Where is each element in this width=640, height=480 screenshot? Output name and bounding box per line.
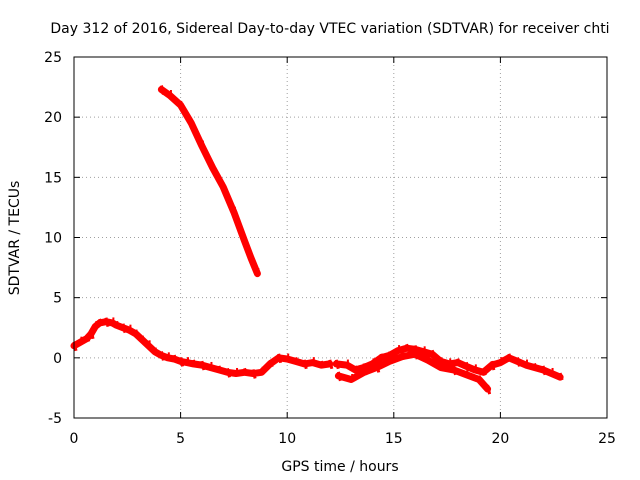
data-point	[294, 357, 300, 365]
data-point	[336, 371, 342, 382]
data-point	[191, 359, 197, 368]
data-point	[481, 367, 487, 376]
data-point	[439, 363, 445, 371]
data-point	[89, 329, 95, 340]
data-point	[98, 318, 104, 327]
series-line-evening	[332, 344, 564, 381]
data-point	[243, 236, 249, 245]
x-tick-label: 5	[176, 431, 185, 447]
data-point	[249, 253, 255, 264]
data-point	[452, 365, 457, 376]
data-point	[375, 363, 381, 373]
data-point	[362, 367, 368, 376]
data-point	[405, 343, 411, 352]
data-point	[121, 323, 127, 334]
chart-title: Day 312 of 2016, Sidereal Day-to-day VTE…	[50, 21, 609, 37]
data-point	[533, 363, 538, 371]
data-point	[558, 372, 564, 381]
x-tick-label: 25	[598, 431, 616, 447]
y-tick-labels: -5 0 5 10 15 20 25	[44, 50, 62, 427]
data-point	[115, 320, 121, 329]
data-point	[486, 384, 492, 395]
series-line-evening-lower-branch	[334, 350, 492, 393]
data-point	[172, 354, 178, 363]
data-point	[217, 365, 223, 374]
y-tick-label: 5	[53, 291, 62, 307]
x-tick-labels: 0 5 10 15 20 25	[70, 431, 616, 447]
y-tick-label: -5	[48, 411, 62, 427]
data-point	[140, 335, 146, 346]
data-point	[159, 85, 165, 95]
data-point	[477, 375, 483, 383]
y-tick-label: 0	[53, 351, 62, 367]
data-point	[153, 347, 159, 356]
data-point	[104, 317, 110, 328]
data-point	[85, 334, 91, 342]
data-point	[490, 360, 496, 371]
x-tick-label: 0	[70, 431, 79, 447]
data-point	[251, 369, 257, 379]
data-point	[159, 351, 165, 361]
data-point	[277, 353, 283, 364]
series-group	[70, 85, 564, 395]
data-point	[507, 353, 513, 362]
data-point	[226, 367, 231, 378]
data-point	[541, 365, 547, 376]
data-point	[200, 360, 206, 371]
x-axis-label: GPS time / hours	[281, 459, 398, 475]
x-tick-label: 15	[385, 431, 403, 447]
data-point	[400, 352, 406, 361]
data-point	[430, 349, 436, 358]
data-point	[302, 359, 308, 370]
data-point	[334, 359, 340, 370]
data-point	[413, 349, 419, 360]
y-tick-label: 10	[44, 231, 62, 247]
y-tick-label: 15	[44, 170, 62, 186]
tick-marks	[73, 56, 608, 419]
data-point	[221, 182, 227, 193]
data-point	[268, 359, 274, 368]
data-point	[515, 357, 521, 367]
data-point	[189, 118, 195, 129]
data-point	[456, 358, 462, 367]
data-point	[134, 329, 140, 338]
data-point	[353, 365, 359, 374]
data-point	[211, 163, 217, 172]
data-point	[179, 100, 185, 109]
data-point	[379, 353, 385, 362]
x-tick-label: 10	[278, 431, 296, 447]
data-point	[179, 357, 185, 367]
y-tick-label: 25	[44, 50, 62, 66]
y-axis-label: SDTVAR / TECUs	[7, 181, 23, 296]
y-tick-label: 20	[44, 110, 62, 126]
x-tick-label: 20	[491, 431, 509, 447]
data-point	[243, 367, 249, 376]
data-point	[319, 360, 325, 369]
data-point	[328, 359, 334, 370]
